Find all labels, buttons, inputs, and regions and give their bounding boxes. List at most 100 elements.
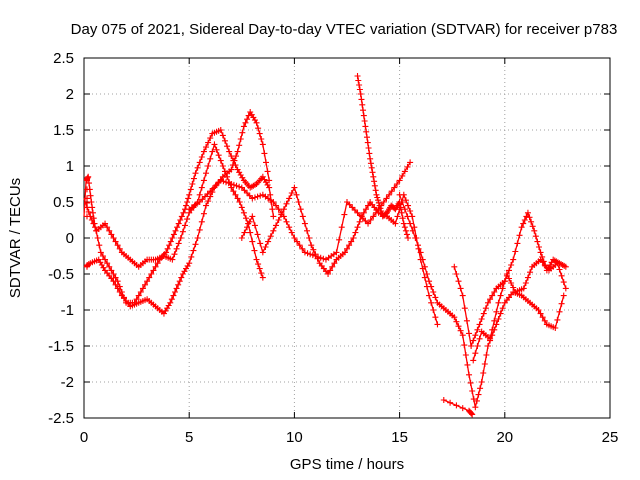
data-point bbox=[236, 142, 243, 149]
data-point bbox=[539, 314, 546, 321]
data-point bbox=[399, 215, 406, 222]
data-point bbox=[220, 178, 227, 185]
data-point bbox=[562, 285, 569, 292]
data-point bbox=[146, 274, 153, 281]
data-point bbox=[207, 193, 214, 200]
data-point bbox=[278, 211, 285, 218]
y-tick-label: -2 bbox=[61, 374, 74, 391]
data-point bbox=[400, 220, 407, 227]
data-point bbox=[402, 227, 409, 234]
data-point bbox=[253, 256, 260, 263]
data-point bbox=[110, 278, 117, 285]
data-point bbox=[428, 283, 435, 290]
data-point bbox=[85, 208, 92, 215]
y-tick-labels: -2.5 -2 -1.5 -1 -0.5 0 0.5 1 1.5 2 2.5 bbox=[48, 50, 74, 427]
x-tick-label: 5 bbox=[185, 429, 193, 446]
data-point bbox=[356, 218, 363, 225]
data-point bbox=[432, 294, 439, 301]
data-point bbox=[144, 278, 151, 285]
data-point bbox=[354, 209, 361, 216]
data-point bbox=[341, 249, 348, 256]
data-point bbox=[428, 299, 435, 306]
data-point bbox=[341, 211, 348, 218]
data-point bbox=[87, 213, 94, 220]
data-point bbox=[230, 181, 237, 188]
data-point bbox=[508, 262, 515, 268]
data-point bbox=[205, 198, 212, 205]
data-point bbox=[243, 215, 250, 222]
data-point bbox=[371, 182, 378, 189]
data-point bbox=[391, 184, 398, 191]
data-point bbox=[370, 213, 377, 220]
data-point bbox=[310, 246, 317, 253]
data-point bbox=[365, 202, 372, 209]
data-point bbox=[430, 307, 437, 313]
data-point bbox=[184, 199, 191, 205]
y-axis-label: SDTVAR / TECUs bbox=[7, 178, 24, 298]
data-point bbox=[177, 217, 184, 223]
data-point bbox=[453, 271, 460, 277]
data-point bbox=[186, 191, 193, 198]
data-point bbox=[244, 224, 251, 231]
data-point bbox=[537, 249, 544, 256]
data-point bbox=[470, 337, 477, 344]
data-point bbox=[378, 208, 385, 214]
data-point bbox=[508, 280, 515, 286]
data-point bbox=[168, 296, 175, 303]
data-point bbox=[524, 209, 531, 216]
data-point bbox=[523, 213, 530, 220]
x-tick-label: 0 bbox=[80, 429, 88, 446]
data-point bbox=[476, 321, 483, 328]
data-point bbox=[521, 217, 528, 223]
data-point bbox=[232, 191, 239, 198]
data-point bbox=[407, 220, 414, 227]
data-point bbox=[269, 206, 276, 213]
data-point bbox=[532, 233, 539, 240]
data-point bbox=[167, 238, 174, 245]
data-point bbox=[392, 220, 399, 227]
data-point bbox=[491, 289, 498, 295]
data-point bbox=[255, 261, 262, 268]
data-point bbox=[376, 202, 383, 209]
data-point bbox=[205, 139, 212, 146]
data-point bbox=[203, 144, 210, 151]
data-point bbox=[527, 269, 534, 276]
x-tick-labels: 0 5 10 15 20 25 bbox=[80, 429, 619, 446]
data-point bbox=[453, 318, 460, 325]
data-point bbox=[497, 310, 504, 317]
data-point bbox=[171, 289, 178, 295]
data-point bbox=[209, 148, 216, 155]
data-point bbox=[255, 125, 262, 132]
data-point bbox=[510, 256, 517, 263]
data-point bbox=[190, 247, 197, 254]
data-point bbox=[213, 146, 220, 153]
data-point bbox=[236, 183, 243, 190]
x-axis-label: GPS time / hours bbox=[290, 456, 404, 473]
data-point bbox=[256, 130, 263, 137]
data-point bbox=[104, 260, 111, 267]
data-point bbox=[478, 379, 485, 385]
data-point bbox=[375, 197, 382, 204]
data-point bbox=[506, 267, 513, 274]
data-point bbox=[234, 195, 241, 202]
data-point bbox=[464, 361, 471, 368]
data-point bbox=[468, 343, 475, 349]
data-point bbox=[167, 299, 174, 306]
data-point bbox=[497, 292, 504, 299]
data-point bbox=[152, 263, 159, 270]
data-point bbox=[246, 192, 253, 199]
data-point bbox=[426, 292, 433, 299]
data-point bbox=[327, 267, 334, 274]
data-point bbox=[188, 253, 195, 260]
data-point bbox=[251, 222, 258, 229]
y-tick-label: -0.5 bbox=[48, 266, 74, 283]
data-point bbox=[175, 240, 182, 247]
data-point bbox=[176, 278, 183, 285]
data-point bbox=[200, 148, 207, 155]
data-point bbox=[219, 163, 226, 169]
data-point bbox=[288, 190, 295, 196]
data-point bbox=[181, 222, 188, 229]
data-point bbox=[480, 370, 487, 376]
data-point bbox=[200, 177, 207, 184]
data-point bbox=[194, 164, 201, 171]
